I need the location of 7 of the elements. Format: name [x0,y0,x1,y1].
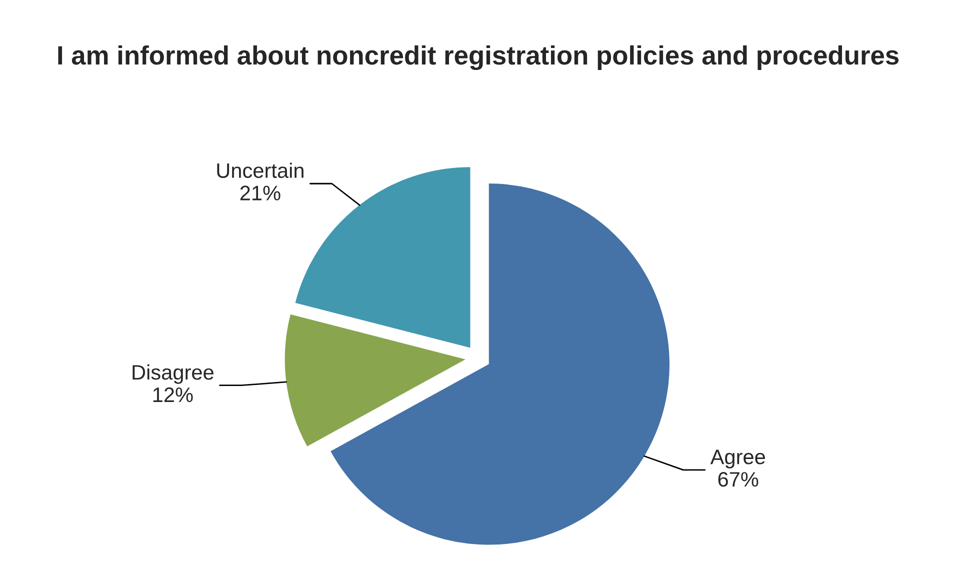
slice-label: Disagree [132,364,214,384]
slice-label: Agree [710,450,765,468]
data-label: 12% [153,387,193,402]
data-label: 21% [240,186,280,200]
chart-title: I am informed about noncredit registration policies and procedures [58,45,899,70]
slice-label: Uncertain [217,162,304,178]
data-label: 67% [718,472,758,487]
